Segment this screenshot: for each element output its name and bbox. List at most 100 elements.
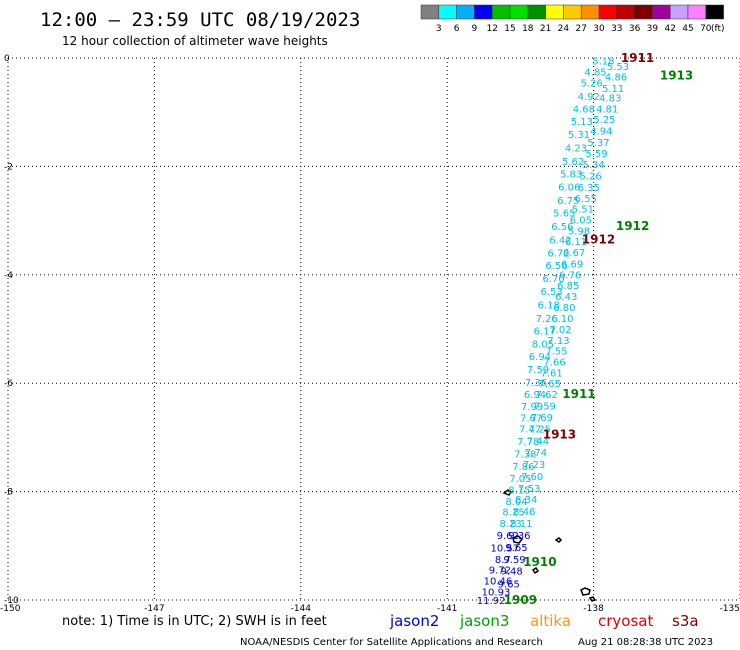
wave-height-value: 9.72	[489, 566, 511, 577]
wave-height-value: 6.94	[524, 390, 546, 401]
chart-title: 12:00 — 23:59 UTC 08/19/2023	[40, 9, 360, 31]
island-mark	[502, 489, 513, 496]
wave-height-value: 6.06	[558, 182, 580, 193]
y-tick-label: -6	[4, 379, 13, 389]
colorbar-swatch	[598, 4, 618, 20]
colorbar-label: 36	[629, 24, 641, 34]
wave-height-value: 6.35	[578, 183, 600, 194]
wave-height-value: 6.55	[575, 194, 597, 205]
wave-height-value: 7.59	[534, 401, 556, 412]
colorbar-label: 70	[700, 24, 712, 34]
y-axis-ticks: 0 -2 -4 -6 -8 -10	[4, 54, 19, 606]
legend-item: jason3	[459, 612, 509, 630]
wave-height-value: 9.48	[500, 567, 522, 578]
wave-height-value: 5.37	[587, 138, 609, 149]
wave-height-value: 8.04	[505, 497, 527, 508]
wave-height-value: 6.94	[529, 352, 551, 363]
colorbar-label: 21	[540, 24, 551, 34]
plot-area: -150 -147 -144 -141 -138 -135 0 -2 -4 -6 -8 -10 5.…	[0, 51, 740, 614]
wave-height-value: 4.85	[584, 68, 606, 79]
wave-height-value: 7.78	[517, 437, 539, 448]
y-tick-label: -4	[4, 271, 13, 281]
island-mark	[580, 587, 591, 596]
colorbar-label: 12	[486, 24, 497, 34]
wave-height-value: 4.68	[573, 104, 595, 115]
wave-height-value: 8.34	[515, 495, 537, 506]
wave-height-value: 8.15	[508, 485, 530, 496]
legend-item: altika	[530, 612, 571, 630]
colorbar-swatch	[527, 4, 546, 20]
wave-height-value: 7.53	[518, 484, 540, 495]
wave-height-value: 7.25	[529, 425, 551, 436]
wave-height-value: 6.75	[557, 196, 579, 207]
wave-height-value: 7.62	[536, 390, 558, 401]
colorbar-swatch	[687, 4, 707, 20]
colorbar-swatch	[545, 4, 564, 20]
grid	[7, 57, 740, 601]
wave-height-value: 6.76	[559, 270, 581, 281]
colorbar-swatch	[652, 4, 671, 20]
x-tick-label: -144	[291, 604, 312, 614]
wave-height-value: 7.99	[521, 402, 543, 413]
wave-height-value: 6.69	[561, 259, 583, 270]
coastline	[502, 489, 597, 602]
wave-height-value: 7.05	[509, 474, 531, 485]
footer-credit: NOAA/NESDIS Center for Satellite Applica…	[240, 637, 543, 648]
wave-height-value: 10.46	[484, 576, 513, 587]
wave-height-value: 6.42	[549, 236, 571, 247]
wave-height-value: 7.61	[540, 368, 562, 379]
colorbar-swatch	[509, 4, 529, 20]
wave-height-value: 7.60	[521, 472, 543, 483]
wave-height-value: 5.13	[571, 117, 593, 128]
wave-height-value: 6.43	[555, 292, 577, 303]
wave-height-value: 5.25	[593, 115, 615, 126]
wave-height-value: 9.65	[498, 580, 520, 591]
colorbar-label: 33	[611, 24, 622, 34]
pass-time-label: 1913	[543, 428, 576, 442]
legend-item: jason2	[389, 612, 439, 630]
pass-time-label: 1913	[660, 68, 693, 82]
wave-height-value: 7.38	[514, 450, 536, 461]
y-tick-label: -2	[4, 162, 13, 172]
wave-height-value: 6.56	[545, 261, 567, 272]
wave-height-value: 4.81	[596, 104, 618, 115]
wave-height-value: 7.66	[543, 358, 565, 369]
wave-height-value: 7.69	[531, 413, 553, 424]
colorbar-label: 9	[472, 24, 478, 34]
colorbar-swatch	[474, 4, 493, 20]
colorbar-label: 24	[558, 24, 570, 34]
x-axis-ticks: -150 -147 -144 -141 -138 -135	[0, 604, 740, 614]
x-tick-label: -135	[720, 604, 740, 614]
wave-height-value: 6.70	[542, 274, 564, 285]
y-tick-label: 0	[4, 54, 10, 64]
pass-time-label: 1912	[582, 233, 615, 247]
wave-height-value: 8.7	[495, 555, 511, 566]
wave-height-value: 7.13	[547, 336, 569, 347]
pass-time-label: 1910	[523, 555, 556, 569]
wave-height-value: 10.57	[490, 543, 519, 554]
pass-time-label: 1911	[562, 387, 595, 401]
colorbar-label: 27	[575, 24, 586, 34]
wave-height-value: 7.59	[527, 365, 549, 376]
wave-height-value: 6.80	[553, 303, 575, 314]
wave-height-value: 5.34	[582, 160, 604, 171]
wave-height-value: 6.67	[563, 248, 585, 259]
colorbar-label: 30	[593, 24, 605, 34]
colorbar-label: 6	[454, 24, 460, 34]
wave-height-value: 6.18	[538, 301, 560, 312]
colorbar-label: 18	[522, 24, 534, 34]
wave-height-value: 8.05	[532, 340, 554, 351]
wave-height-value: 7.47	[519, 425, 541, 436]
wave-height-value: 11.92	[477, 596, 506, 607]
colorbar-swatch	[580, 4, 600, 20]
wave-height-value: 6.10	[551, 314, 573, 325]
wave-height-value: 6.72	[547, 249, 569, 260]
wave-height-value: 5.26	[581, 78, 603, 89]
colorbar-label: 3	[436, 24, 442, 34]
pass-time-label: 1911	[621, 51, 654, 65]
island-mark	[554, 537, 563, 543]
colorbar-label: 15	[504, 24, 515, 34]
footer-note: note: 1) Time is in UTC; 2) SWH is in fe…	[62, 614, 327, 629]
footer-timestamp: Aug 21 08:28:38 UTC 2023	[578, 637, 713, 648]
